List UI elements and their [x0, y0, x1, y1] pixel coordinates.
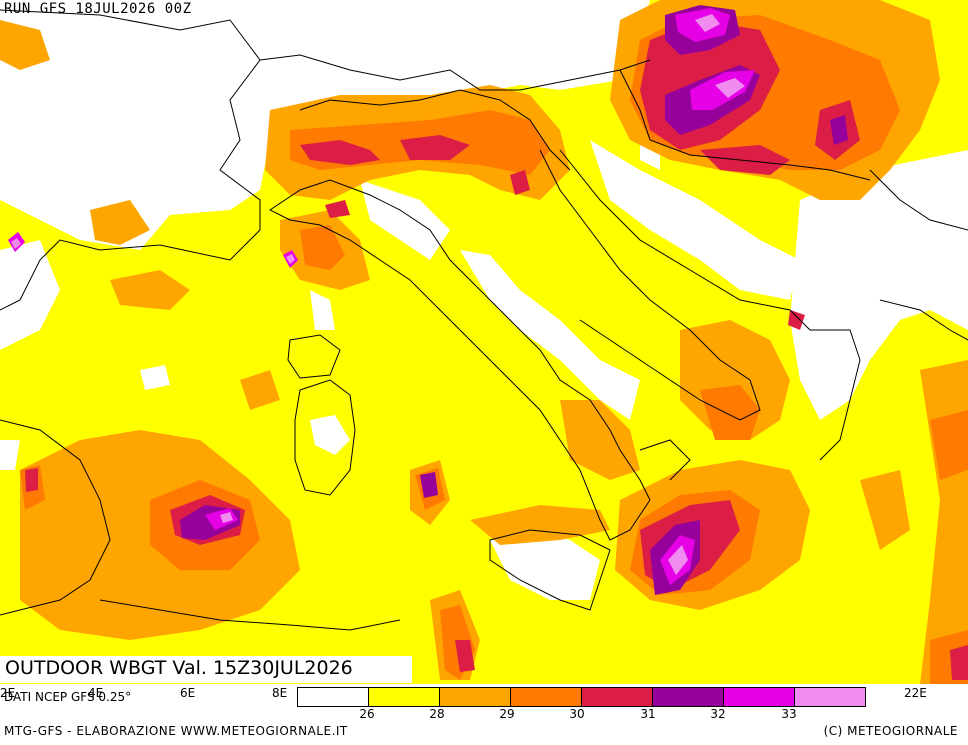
legend-swatch — [298, 688, 369, 706]
legend-swatch — [582, 688, 653, 706]
legend-tick: 33 — [781, 707, 797, 721]
legend-tick: 32 — [710, 707, 726, 721]
below-26-area — [0, 0, 968, 600]
data-source: DATI NCEP GFS 0.25° — [4, 690, 132, 704]
longitude-label: 6E — [180, 686, 196, 700]
title-box — [0, 656, 412, 683]
legend-swatch — [511, 688, 582, 706]
wbgt-map — [0, 0, 968, 684]
legend-tick: 31 — [640, 707, 656, 721]
color-legend — [297, 687, 866, 707]
legend-swatch — [440, 688, 511, 706]
longitude-label: 2E — [0, 686, 16, 700]
legend-swatch — [369, 688, 440, 706]
longitude-label: 8E — [272, 686, 288, 700]
legend-tick: 29 — [499, 707, 515, 721]
footer-credit: MTG-GFS - ELABORAZIONE WWW.METEOGIORNALE… — [4, 724, 348, 738]
run-label: RUN GFS 18JUL2026 00Z — [4, 1, 192, 17]
legend-tick: 26 — [359, 707, 375, 721]
legend-swatch — [795, 688, 865, 706]
longitude-label: 22E — [904, 686, 927, 700]
italy-coastline — [269, 149, 761, 611]
wbgt-above-33-area — [11, 14, 745, 575]
legend-tick: 28 — [429, 707, 445, 721]
legend-tick: 30 — [569, 707, 585, 721]
legend-swatch — [653, 688, 724, 706]
footer-copyright: (C) METEOGIORNALE — [823, 724, 958, 738]
country-borders — [0, 9, 968, 631]
map-title: OUTDOOR WBGT Val. 15Z30JUL2026 — [5, 657, 353, 679]
legend-swatch — [724, 688, 795, 706]
longitude-label: 4E — [88, 686, 104, 700]
